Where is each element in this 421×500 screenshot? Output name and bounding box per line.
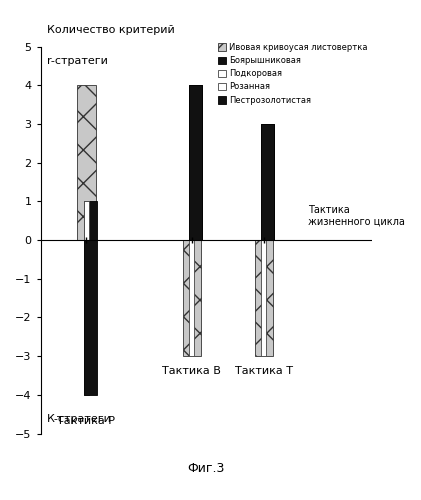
Bar: [84, 202, 89, 240]
Bar: [189, 85, 202, 240]
Text: Тактика В: Тактика В: [162, 366, 221, 376]
Bar: [84, 240, 89, 395]
Bar: [77, 85, 96, 240]
Bar: [189, 85, 202, 240]
Text: Фиг.3: Фиг.3: [188, 462, 225, 475]
Text: Тактика Т: Тактика Т: [235, 366, 293, 376]
Bar: [261, 124, 274, 240]
Text: Тактика
жизненного цикла: Тактика жизненного цикла: [308, 205, 405, 227]
Bar: [189, 162, 194, 240]
Text: Тактика Р: Тактика Р: [58, 416, 115, 426]
Legend: Ивовая кривоусая листовертка, Боярышниковая, Подкоровая, Розанная, Пестрозолотис: Ивовая кривоусая листовертка, Боярышнико…: [218, 43, 368, 104]
Text: К-стратеги: К-стратеги: [47, 414, 112, 424]
Bar: [84, 240, 97, 395]
Bar: [261, 124, 274, 240]
Bar: [189, 240, 194, 356]
Text: Количество критерий: Количество критерий: [47, 25, 175, 35]
Bar: [261, 162, 266, 240]
Bar: [183, 240, 200, 356]
Text: r-стратеги: r-стратеги: [47, 56, 108, 66]
Bar: [255, 240, 273, 356]
Bar: [261, 240, 266, 356]
Bar: [84, 202, 97, 240]
